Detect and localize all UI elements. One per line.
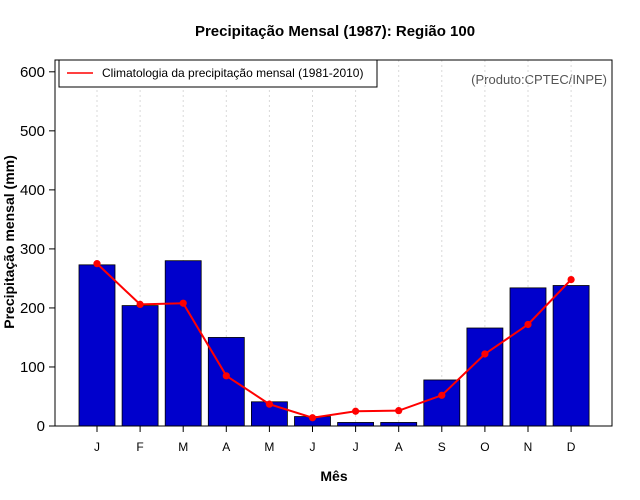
x-tick-label: J [353, 440, 359, 454]
climatology-point-3 [179, 299, 187, 307]
climatology-point-10 [481, 350, 489, 358]
bar-11 [509, 287, 547, 427]
climatology-point-2 [136, 300, 144, 308]
axes: 0 100 200 300 400 500 600 J F M A M J J A S O N D [20, 59, 613, 454]
climatology-point-9 [438, 391, 446, 399]
bar-9 [423, 379, 461, 427]
climatology-point-6 [308, 414, 317, 422]
x-tick-label: A [395, 440, 403, 454]
y-tick-label: 500 [20, 123, 45, 140]
bar-12 [552, 285, 590, 427]
climatology-polyline [96, 262, 572, 419]
bar-1 [78, 264, 116, 427]
x-tick-label: O [480, 440, 489, 454]
x-tick-label: S [438, 440, 446, 454]
source-note: (Produto:CPTEC/INPE) [471, 72, 607, 87]
x-tick-label: N [524, 440, 533, 454]
climatology-point-7 [352, 407, 360, 415]
bar-3 [164, 260, 202, 427]
x-tick-label: A [222, 440, 230, 454]
climatology-point-11 [524, 320, 532, 329]
y-tick-label: 400 [20, 182, 45, 199]
x-tick-label: F [136, 440, 143, 454]
y-tick-label: 100 [20, 359, 45, 376]
legend-box [58, 59, 378, 88]
bar-7 [337, 422, 375, 427]
bars [78, 260, 590, 427]
bar-4 [207, 337, 245, 427]
x-tick-label: J [94, 440, 100, 454]
x-tick-label: J [310, 440, 316, 454]
bar-2 [121, 305, 159, 427]
y-tick-label: 600 [20, 64, 45, 81]
climatology-point-8 [395, 407, 403, 415]
legend-label: Climatologia da precipitação mensal (198… [102, 66, 363, 80]
climatology-point-4 [222, 372, 230, 380]
legend: Climatologia da precipitação mensal (198… [58, 59, 378, 88]
climatology-point-1 [93, 260, 101, 268]
x-tick-label: M [178, 440, 188, 454]
y-tick-label: 0 [37, 418, 45, 435]
bar-10 [466, 327, 504, 427]
y-axis-title: Precipitação mensal (mm) [1, 155, 17, 329]
chart-title: Precipitação Mensal (1987): Região 100 [195, 23, 475, 40]
bar-8 [380, 422, 418, 427]
x-tick-label: D [567, 440, 576, 454]
x-axis-title: Mês [320, 468, 347, 484]
climatology-point-12 [567, 276, 575, 284]
y-tick-label: 200 [20, 300, 45, 317]
y-tick-label: 300 [20, 241, 45, 258]
climatology-line [93, 260, 575, 422]
climatology-point-5 [265, 400, 273, 408]
x-tick-label: M [264, 440, 274, 454]
